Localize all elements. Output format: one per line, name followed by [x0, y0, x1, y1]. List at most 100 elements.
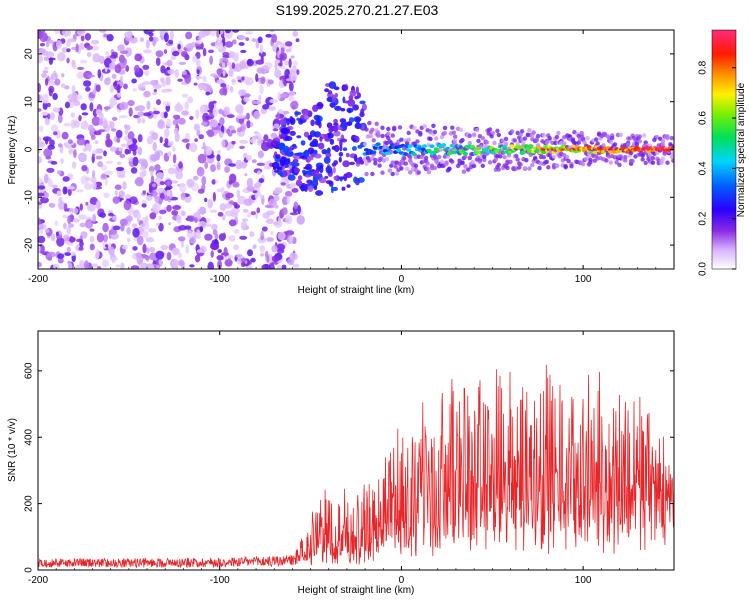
spectrogram-cell — [236, 76, 242, 80]
spectrogram-cell — [341, 186, 346, 191]
spectrogram-cell — [432, 165, 438, 171]
spectrogram-cell — [470, 160, 475, 165]
spectrogram-cell — [137, 83, 146, 91]
spectrogram-cell — [474, 127, 480, 133]
spectrogram-cell — [665, 160, 670, 165]
spectrogram-cell — [118, 54, 125, 64]
spectrogram-cell — [239, 145, 245, 150]
spectrogram-cell — [152, 202, 161, 212]
spectrogram-cell — [229, 86, 234, 93]
spectrogram-cell — [285, 215, 293, 225]
spectrogram-cell — [211, 223, 218, 231]
spectrogram-cell — [89, 235, 95, 243]
spectrogram-cell — [52, 93, 58, 100]
spectrogram-cell — [228, 125, 232, 130]
spectrogram-cell — [194, 138, 198, 143]
spectrogram-cell — [86, 45, 93, 50]
x-tick-label: 100 — [575, 575, 592, 586]
spectrogram-cell — [38, 141, 45, 148]
spectrogram-cell — [38, 83, 41, 93]
spectrogram-cell — [267, 79, 274, 85]
spectrogram-cell — [109, 84, 114, 94]
spectrogram-cell — [81, 165, 88, 172]
spectrogram-cell — [181, 51, 188, 58]
spectrogram-cell — [122, 181, 127, 190]
spectrogram-cell — [104, 178, 108, 186]
spectrogram-cell — [230, 129, 237, 134]
spectrogram-cell — [302, 109, 309, 116]
spectrogram-cell — [153, 107, 157, 112]
spectrogram-cell — [328, 81, 337, 89]
spectrogram-cell — [395, 148, 402, 152]
spectrogram-cell — [324, 133, 329, 139]
spectrogram-cell — [261, 226, 268, 232]
spectrogram-cell — [439, 134, 445, 140]
spectrogram-cell — [90, 134, 96, 140]
spectrogram-cell — [237, 127, 242, 133]
spectrogram-cell — [585, 135, 590, 141]
spectrogram-cell — [189, 116, 194, 120]
spectrogram-cell — [152, 91, 158, 96]
spectrogram-cell — [174, 69, 180, 78]
spectrogram-cell — [167, 141, 174, 147]
spectrogram-cell — [251, 38, 257, 42]
spectrogram-cell — [231, 39, 237, 45]
spectrogram-cell — [359, 100, 366, 105]
spectrogram-cell — [38, 192, 45, 197]
spectrogram-cell — [228, 163, 237, 167]
spectrogram-cell — [209, 209, 218, 213]
spectrogram-cell — [57, 253, 65, 259]
spectrogram-cell — [387, 168, 392, 173]
spectrogram-cell — [56, 129, 61, 139]
spectrogram-cell — [399, 166, 404, 171]
spectrogram-cell — [213, 75, 218, 79]
spectrogram-cell — [467, 133, 472, 138]
spectrogram-cell — [265, 33, 272, 38]
spectrogram-cell — [224, 259, 233, 267]
spectrogram-cell — [614, 160, 619, 165]
spectrogram-cell — [556, 130, 561, 136]
spectrogram-cell — [77, 30, 84, 34]
spectrogram-cell — [375, 142, 381, 146]
spectrogram-cell — [643, 160, 648, 166]
spectrogram-cell — [376, 133, 381, 138]
spectrogram-cell — [83, 260, 89, 269]
spectrogram-cell — [38, 261, 42, 268]
spectrogram-cell — [196, 129, 201, 137]
spectrogram-cell — [265, 218, 274, 225]
spectrogram-cell — [164, 138, 169, 144]
spectrogram-cell — [92, 53, 101, 63]
spectrogram-cell — [178, 225, 187, 231]
spectrogram-cell — [129, 196, 138, 204]
spectrogram-cell — [66, 48, 71, 53]
spectrogram-cell — [495, 128, 500, 133]
spectrogram-cell — [328, 125, 334, 134]
spectrogram-cell — [302, 169, 306, 174]
spectrogram-cell — [119, 75, 124, 82]
spectrogram-cell — [318, 142, 325, 150]
spectrogram-cell — [95, 155, 103, 160]
spectrogram-cell — [163, 49, 168, 55]
spectrogram-cell — [63, 203, 68, 212]
spectrogram-cell — [96, 266, 102, 269]
spectrogram-cell — [467, 155, 472, 161]
spectrogram-cell — [177, 43, 181, 50]
x-tick-label: 0 — [399, 575, 405, 586]
spectrogram-cell — [53, 131, 58, 136]
spectrogram-cell — [246, 177, 253, 188]
spectrogram-cell — [295, 179, 303, 187]
spectrogram-cell — [237, 108, 244, 115]
spectrogram-cell — [479, 144, 484, 150]
spectrogram-cell — [349, 90, 357, 97]
spectrogram-cell — [288, 81, 294, 92]
spectrogram-cell — [148, 36, 154, 42]
y-tick-label: 20 — [24, 48, 35, 60]
spectrogram-cell — [153, 196, 161, 200]
spectrogram-cell — [386, 126, 391, 132]
spectrogram-cell — [627, 136, 632, 141]
spectrogram-cell — [551, 154, 557, 159]
spectrogram-cell — [307, 170, 314, 176]
spectrogram-cell — [289, 182, 297, 189]
spectrogram-cell — [54, 220, 59, 226]
spectrogram-cell — [186, 43, 194, 52]
